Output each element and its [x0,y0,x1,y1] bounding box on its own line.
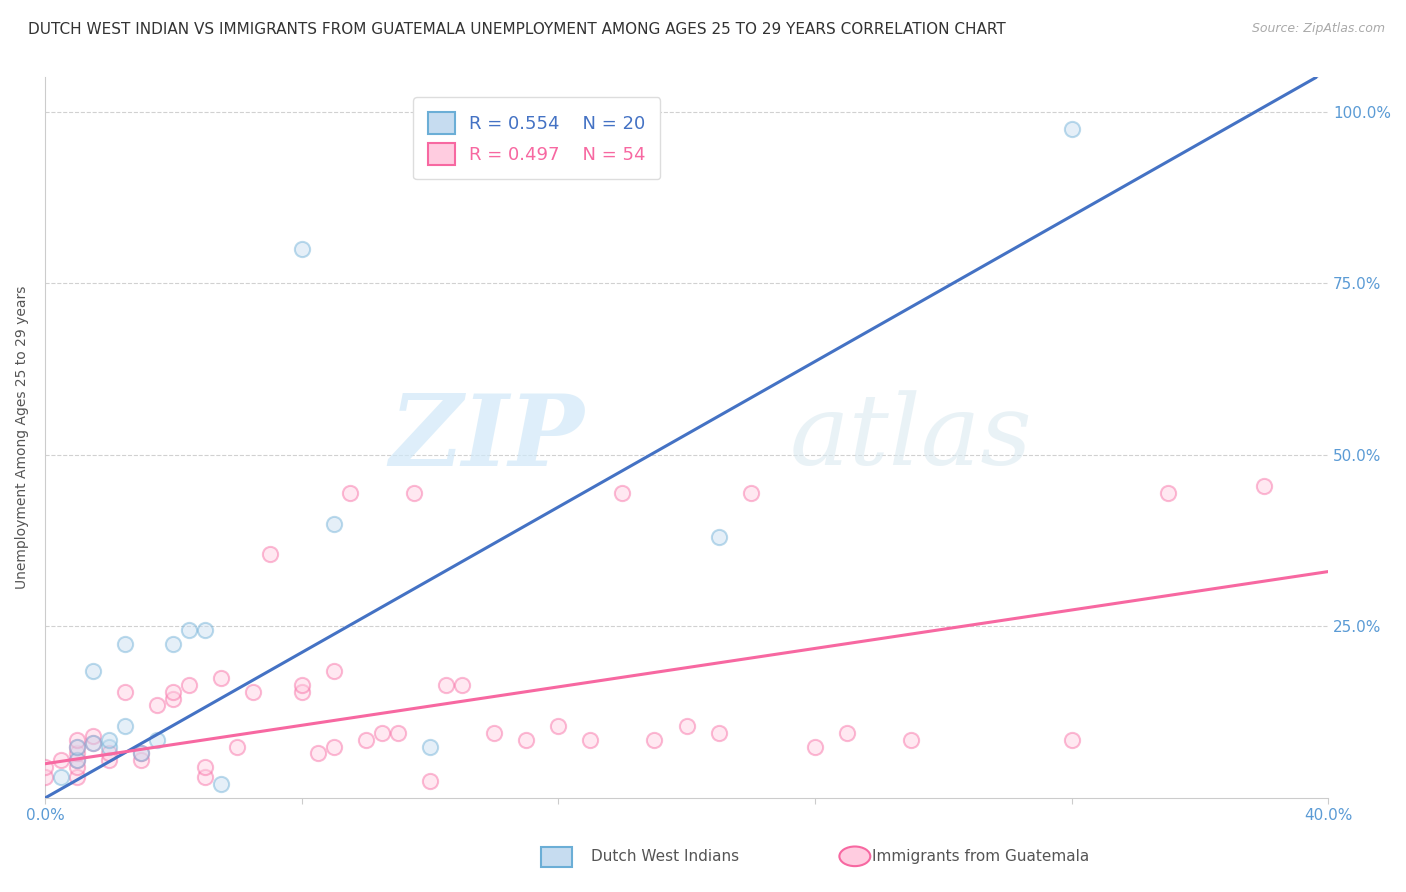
Point [66,739,89,754]
Text: atlas: atlas [789,390,1032,485]
Legend: R = 0.554    N = 20, R = 0.497    N = 54: R = 0.554 N = 20, R = 0.497 N = 54 [413,97,661,179]
Point [179,623,201,637]
Text: Dutch West Indians: Dutch West Indians [591,849,738,863]
Point [322,739,344,754]
Point [707,726,730,740]
Point [162,691,184,706]
Point [579,732,602,747]
Point [482,726,505,740]
Point [114,719,136,733]
Point [322,516,344,531]
Point [371,726,394,740]
Point [66,760,89,774]
Point [66,739,89,754]
Point [740,485,762,500]
Point [129,753,152,767]
Point [129,747,152,761]
Point [242,684,264,698]
Point [209,671,232,685]
Text: Immigrants from Guatemala: Immigrants from Guatemala [872,849,1090,863]
Point [291,678,314,692]
Point [226,739,249,754]
Point [1253,479,1275,493]
Point [114,637,136,651]
Point [259,548,281,562]
Point [66,753,89,767]
Point [98,732,121,747]
Point [34,771,56,785]
Point [402,485,425,500]
Point [49,771,72,785]
Point [451,678,474,692]
Point [547,719,569,733]
Point [387,726,409,740]
Point [146,698,169,713]
Point [34,760,56,774]
Text: Source: ZipAtlas.com: Source: ZipAtlas.com [1251,22,1385,36]
Text: DUTCH WEST INDIAN VS IMMIGRANTS FROM GUATEMALA UNEMPLOYMENT AMONG AGES 25 TO 29 : DUTCH WEST INDIAN VS IMMIGRANTS FROM GUA… [28,22,1005,37]
Point [291,242,314,256]
Point [291,684,314,698]
Point [66,771,89,785]
Point [129,747,152,761]
Point [900,732,922,747]
Point [1060,122,1083,136]
Point [339,485,361,500]
Point [162,684,184,698]
Point [419,773,441,788]
Point [114,684,136,698]
Point [194,623,217,637]
Point [209,777,232,791]
Point [612,485,634,500]
Point [194,771,217,785]
Point [835,726,858,740]
Point [98,753,121,767]
Point [354,732,377,747]
Point [82,664,104,678]
Point [82,736,104,750]
Point [322,664,344,678]
Point [179,678,201,692]
Point [49,753,72,767]
Point [419,739,441,754]
Point [194,760,217,774]
Y-axis label: Unemployment Among Ages 25 to 29 years: Unemployment Among Ages 25 to 29 years [15,286,30,590]
Point [515,732,537,747]
Point [98,739,121,754]
Text: ZIP: ZIP [389,390,583,486]
Point [804,739,827,754]
Point [66,753,89,767]
Point [82,736,104,750]
Point [162,637,184,651]
Point [146,732,169,747]
Point [434,678,457,692]
Point [98,747,121,761]
Point [643,732,665,747]
Point [66,732,89,747]
Point [307,747,329,761]
Point [1157,485,1180,500]
Point [707,530,730,544]
Point [675,719,697,733]
Point [66,747,89,761]
Point [82,729,104,743]
Point [1060,732,1083,747]
